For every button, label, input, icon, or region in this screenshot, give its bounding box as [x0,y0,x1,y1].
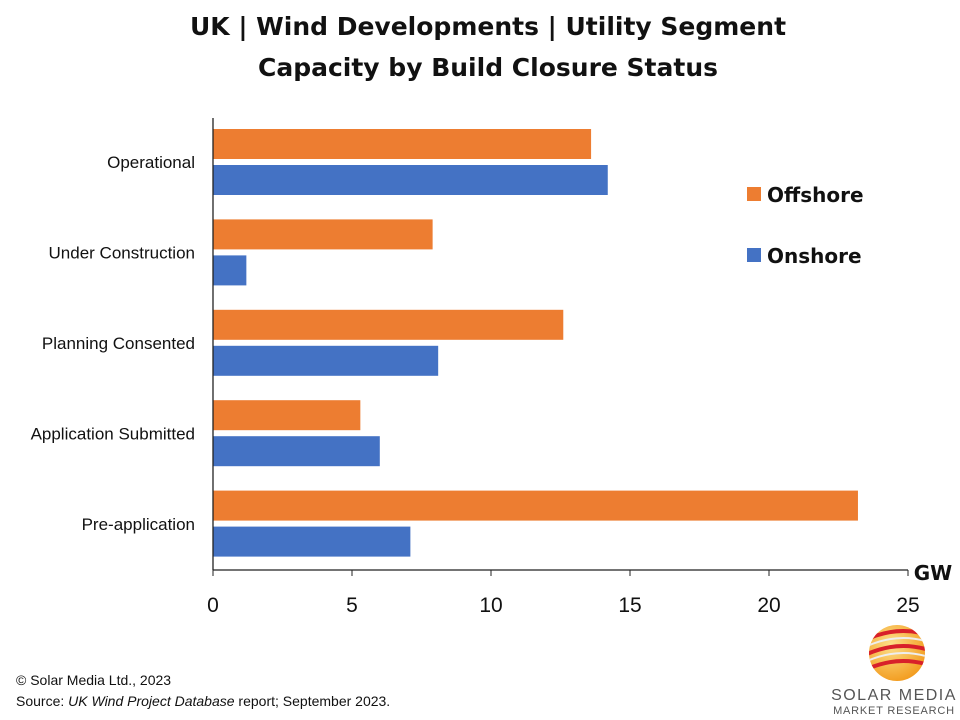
category-label: Operational [107,153,195,172]
chart-title: UK | Wind Developments | Utility Segment [190,12,786,41]
x-tick-label: 10 [479,594,502,617]
x-tick-label: 0 [207,594,219,617]
legend: Offshore Onshore [747,183,864,268]
source-prefix: Source: [16,693,69,709]
bar-offshore-planning-consented [213,309,564,340]
bar-onshore-under-construction [213,255,247,286]
bar-onshore-application-submitted [213,436,380,467]
source-note: Source: UK Wind Project Database report;… [16,693,390,709]
x-tick-label: 5 [346,594,358,617]
logo-subtext: MARKET RESEARCH [833,705,955,717]
solar-media-logo: SOLAR MEDIA MARKET RESEARCH [831,625,957,717]
bar-offshore-operational [213,129,592,159]
x-tick-label: 20 [757,594,780,617]
category-label: Application Submitted [31,424,195,443]
bar-onshore-pre-application [213,526,411,557]
x-tick-label: 15 [618,594,641,617]
copyright-note: © Solar Media Ltd., 2023 [16,672,172,688]
bar-offshore-application-submitted [213,400,361,431]
category-label: Pre-application [82,515,195,534]
source-title: UK Wind Project Database [68,693,235,709]
x-axis-unit: GW [914,561,952,585]
bar-offshore-under-construction [213,219,433,250]
bar-onshore-operational [213,165,608,195]
legend-swatch-onshore [747,248,761,262]
source-suffix: report; September 2023. [234,693,391,709]
legend-swatch-offshore [747,187,761,201]
logo-text: SOLAR MEDIA [831,687,957,704]
legend-label-offshore: Offshore [767,183,864,207]
category-label: Planning Consented [42,334,195,353]
bar-offshore-pre-application [213,490,858,521]
legend-label-onshore: Onshore [767,244,862,268]
x-tick-label: 25 [896,594,919,617]
category-label: Under Construction [49,244,195,263]
bar-onshore-planning-consented [213,345,439,376]
chart-subtitle: Capacity by Build Closure Status [258,53,718,82]
